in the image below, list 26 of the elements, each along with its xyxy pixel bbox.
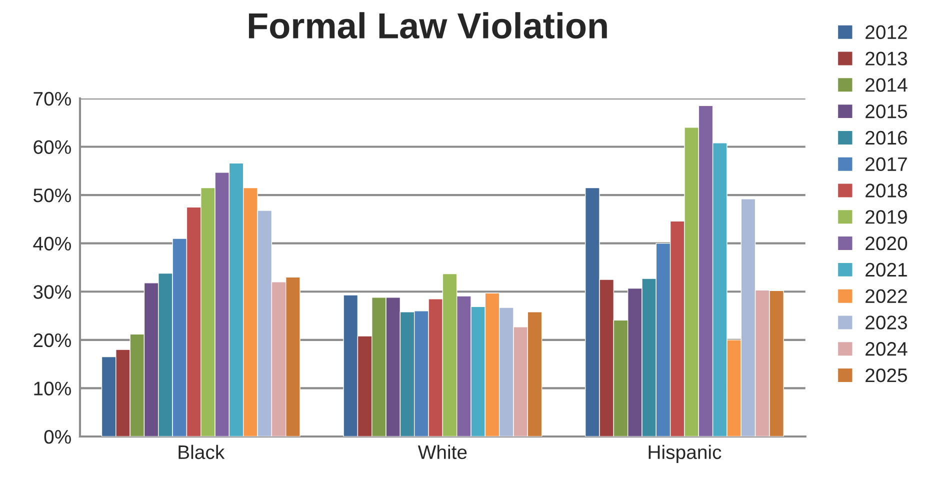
legend-label: 2019 bbox=[866, 210, 907, 224]
x-tick-label: Hispanic bbox=[648, 444, 722, 463]
legend-label: 2022 bbox=[866, 289, 907, 304]
legend-label: 2020 bbox=[866, 236, 908, 250]
legend-label: 2021 bbox=[866, 262, 907, 277]
y-tick-label: 0% bbox=[44, 430, 71, 444]
x-tick-label: Black bbox=[178, 444, 225, 460]
legend-label: 2018 bbox=[866, 184, 908, 198]
legend-label: 2016 bbox=[866, 130, 908, 145]
legend-label: 2024 bbox=[866, 342, 908, 356]
y-tick-label: 10% bbox=[34, 382, 71, 396]
y-tick-label: 60% bbox=[34, 140, 71, 154]
y-tick-label: 20% bbox=[34, 333, 71, 348]
legend-label: 2017 bbox=[866, 157, 907, 172]
legend-label: 2015 bbox=[866, 104, 908, 118]
legend-label: 2012 bbox=[866, 25, 907, 40]
legend-label: 2013 bbox=[866, 52, 908, 66]
x-tick-label: White bbox=[418, 444, 467, 460]
chart-title: Formal Law Violation bbox=[248, 12, 607, 39]
legend-label: 2025 bbox=[866, 368, 908, 382]
y-tick-label: 40% bbox=[33, 236, 71, 251]
legend-label: 2023 bbox=[866, 316, 908, 330]
y-tick-label: 70% bbox=[34, 92, 71, 106]
legend-label: 2014 bbox=[866, 78, 908, 92]
y-tick-label: 30% bbox=[33, 285, 71, 299]
y-tick-label: 50% bbox=[34, 188, 71, 202]
